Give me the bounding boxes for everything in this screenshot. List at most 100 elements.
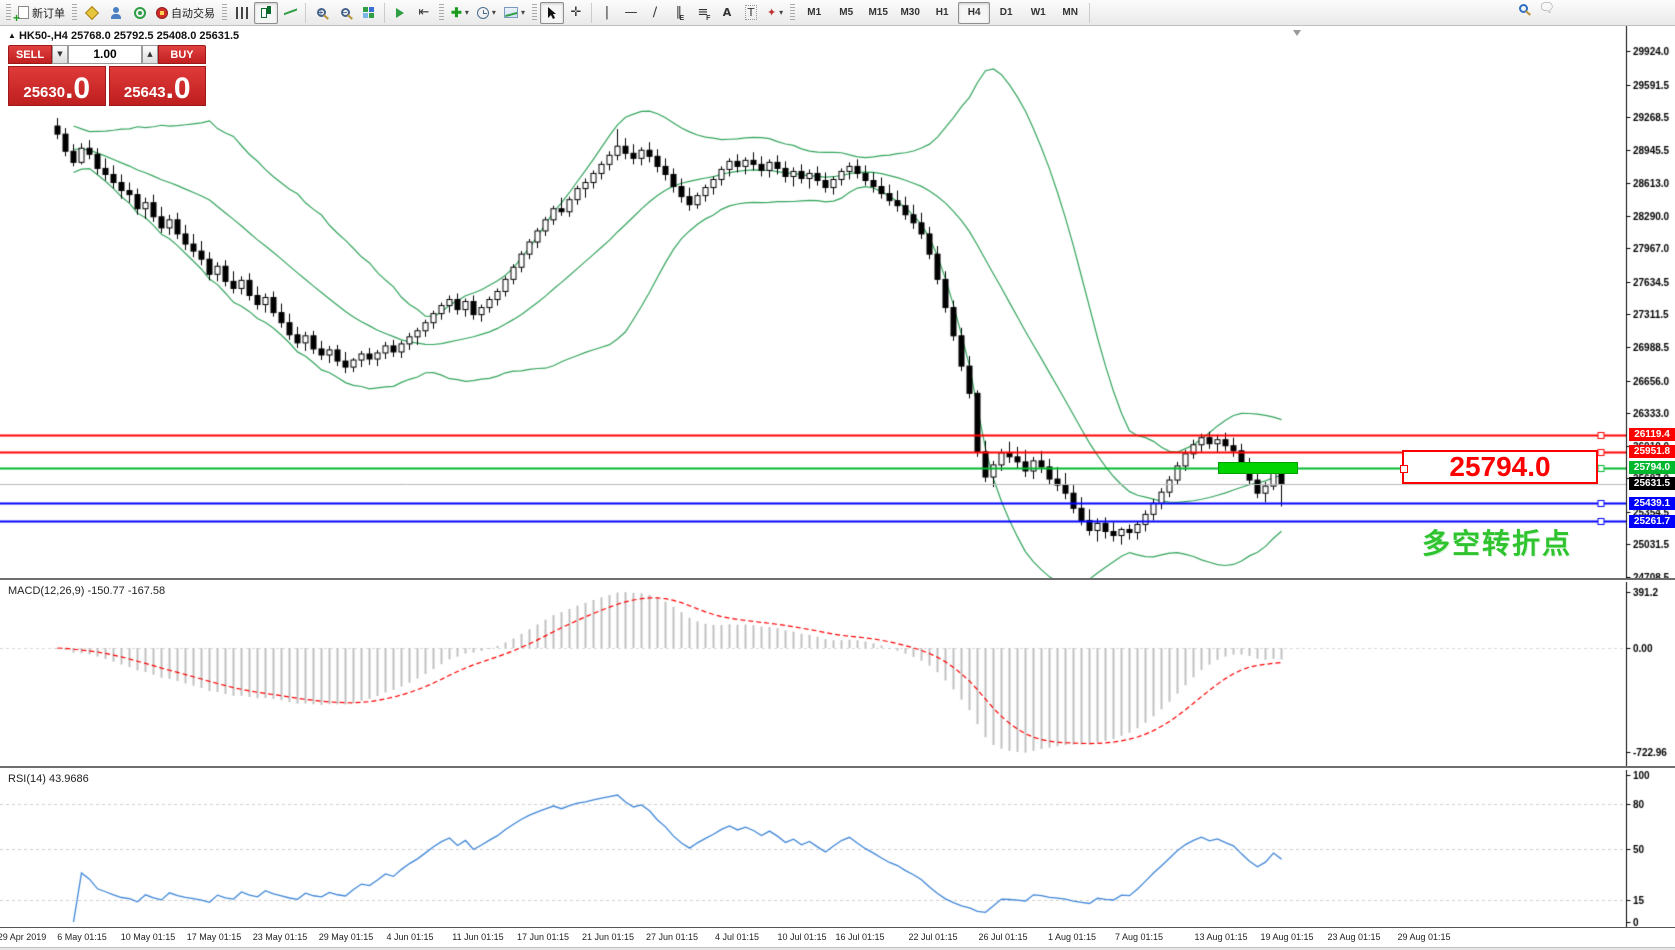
- zoom-in-button[interactable]: +: [309, 2, 333, 24]
- candlestick-chart-icon: [260, 6, 272, 19]
- chat-icon[interactable]: 🗨: [1538, 1, 1555, 16]
- bar-chart-button[interactable]: [230, 2, 254, 24]
- auto-trading-button[interactable]: 自动交易: [152, 2, 219, 24]
- toolbar-grip[interactable]: [439, 3, 444, 22]
- signal-button[interactable]: [128, 2, 152, 24]
- text-label-button[interactable]: T: [739, 2, 763, 24]
- new-order-label: 新订单: [32, 7, 65, 20]
- date-label: 23 May 01:15: [252, 932, 308, 942]
- crosshair-button[interactable]: ✛: [564, 2, 588, 24]
- date-label: 21 Jun 01:15: [581, 932, 635, 942]
- vertical-line-button[interactable]: |: [595, 2, 619, 24]
- price-line-label: 25261.7: [1629, 514, 1675, 528]
- equidistant-channel-button[interactable]: ∥ E: [667, 2, 691, 24]
- text-button[interactable]: A: [715, 2, 739, 24]
- zoom-out-button[interactable]: −: [333, 2, 357, 24]
- timeframe-m1[interactable]: M1: [798, 2, 830, 24]
- timeframe-h1[interactable]: H1: [926, 2, 958, 24]
- volume-increase-button[interactable]: ▲: [142, 45, 158, 64]
- indicators-icon: ✚: [451, 5, 462, 20]
- templates-button[interactable]: ▾: [500, 2, 529, 24]
- timeframe-mn[interactable]: MN: [1054, 2, 1086, 24]
- sell-price-button[interactable]: 25630.0: [8, 66, 106, 106]
- support-zone-rectangle[interactable]: [1218, 462, 1298, 474]
- indicators-button[interactable]: ✚ ▾: [447, 2, 473, 24]
- toolbar-grip[interactable]: [72, 3, 77, 22]
- horizontal-line-button[interactable]: —: [619, 2, 643, 24]
- signal-icon: [134, 6, 146, 19]
- buy-button[interactable]: BUY: [158, 45, 206, 64]
- rsi-label: RSI(14) 43.9686: [8, 773, 89, 785]
- date-label: 17 May 01:15: [186, 932, 242, 942]
- price-line-label: 26119.4: [1629, 428, 1675, 442]
- toolbar-grip[interactable]: [222, 3, 227, 22]
- arrows-icon: ✦: [766, 6, 777, 19]
- periods-icon: [476, 6, 489, 19]
- date-label: 6 May 01:15: [57, 932, 107, 942]
- auto-scroll-button[interactable]: [388, 2, 412, 24]
- panel-separator[interactable]: [0, 766, 1675, 768]
- date-label: 19 Aug 01:15: [1260, 932, 1314, 942]
- timeframe-d1[interactable]: D1: [990, 2, 1022, 24]
- fibonacci-button[interactable]: ≡ F: [691, 2, 715, 24]
- macd-main-value: -150.77: [87, 585, 125, 597]
- fibonacci-icon: ≡ F: [697, 5, 711, 22]
- panel-separator[interactable]: [0, 578, 1675, 580]
- periods-button[interactable]: ▾: [473, 2, 500, 24]
- main-chart-canvas[interactable]: [0, 26, 1675, 578]
- styles-button[interactable]: [80, 2, 104, 24]
- rsi-panel: RSI(14) 43.9686: [0, 770, 1675, 927]
- auto-trading-label: 自动交易: [171, 7, 215, 20]
- bar-chart-icon: [236, 6, 248, 19]
- toolbar-separator: [590, 2, 592, 23]
- new-order-button[interactable]: + 新订单: [13, 2, 69, 24]
- trendline-button[interactable]: ∕: [643, 2, 667, 24]
- text-label-icon: T: [744, 5, 758, 20]
- chart-shift-icon: ⇤: [418, 5, 430, 20]
- timeframe-m15[interactable]: M15: [862, 2, 894, 24]
- price-callout-box[interactable]: 25794.0: [1400, 450, 1598, 484]
- rsi-canvas[interactable]: [0, 770, 1675, 927]
- tile-windows-button[interactable]: [357, 2, 381, 24]
- auto-trading-icon: [156, 6, 168, 19]
- toolbar-separator: [305, 2, 306, 23]
- timeframe-m30[interactable]: M30: [894, 2, 926, 24]
- toolbar-grip[interactable]: [6, 3, 11, 22]
- arrows-button[interactable]: ✦ ▾: [763, 2, 787, 24]
- chart-shift-marker[interactable]: [1293, 30, 1301, 36]
- line-chart-button[interactable]: [278, 2, 302, 24]
- sell-button[interactable]: SELL: [8, 45, 52, 64]
- profile-button[interactable]: [104, 2, 128, 24]
- toolbar-grip[interactable]: [531, 3, 537, 22]
- volume-input[interactable]: 1.00: [68, 45, 142, 64]
- timeframe-m5[interactable]: M5: [830, 2, 862, 24]
- date-label: 29 Apr 2019: [0, 932, 47, 942]
- time-axis[interactable]: 29 Apr 2019 6 May 01:15 10 May 01:15 17 May…: [0, 928, 1675, 947]
- timeframe-h4[interactable]: H4: [958, 1, 991, 24]
- chart-shift-button[interactable]: ⇤: [412, 2, 436, 24]
- search-icon[interactable]: [1519, 4, 1529, 13]
- volume-decrease-button[interactable]: ▼: [52, 45, 68, 64]
- trendline-icon: ∕: [652, 5, 658, 20]
- price-line-label: 25951.8: [1629, 445, 1675, 459]
- time-axis-line: [0, 927, 1675, 928]
- toolbar-separator: [1089, 2, 1091, 23]
- buy-price-button[interactable]: 25643.0: [108, 66, 206, 106]
- macd-signal-value: -167.58: [127, 585, 166, 597]
- cursor-button[interactable]: [539, 1, 564, 24]
- macd-canvas[interactable]: [0, 582, 1675, 766]
- new-order-icon: +: [13, 6, 29, 24]
- chart-annotation-text[interactable]: 多空转折点: [1421, 528, 1572, 559]
- price-line-label: 25631.5: [1629, 477, 1675, 491]
- toolbar-grip[interactable]: [790, 3, 796, 22]
- date-label: 17 Jun 01:15: [516, 932, 570, 942]
- date-label: 11 Jun 01:15: [452, 932, 504, 942]
- date-label: 23 Aug 01:15: [1327, 932, 1381, 942]
- horizontal-line-icon: —: [624, 5, 638, 20]
- candlestick-chart-button[interactable]: [254, 1, 278, 24]
- chart-symbol: HK50-,H4: [18, 30, 68, 42]
- date-label: 27 Jun 01:15: [645, 932, 699, 942]
- zoom-out-icon: −: [340, 8, 350, 17]
- timeframe-w1[interactable]: W1: [1022, 2, 1054, 24]
